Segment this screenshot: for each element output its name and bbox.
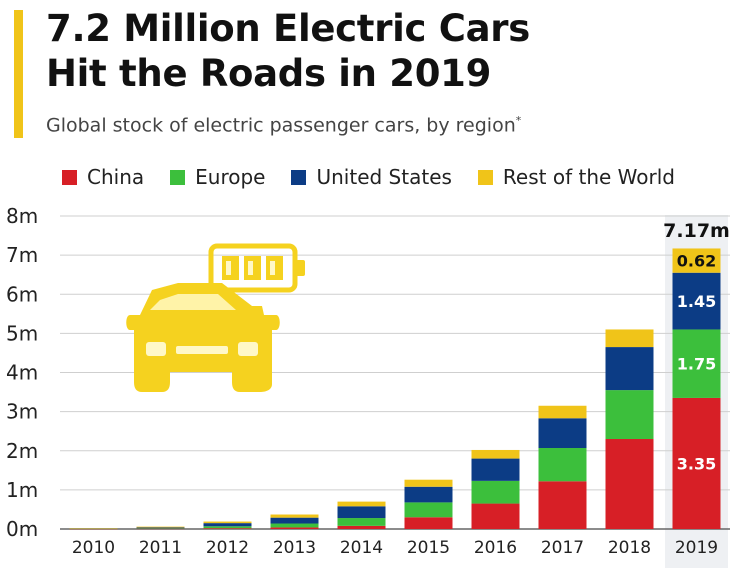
y-tick-label-4m: 4m	[6, 361, 38, 385]
bar-europe-2014	[337, 518, 386, 526]
legend-swatch-europe	[170, 169, 186, 185]
bar-europe-2016	[471, 480, 520, 504]
bar-united-states-2014	[337, 506, 386, 519]
x-tick-label-2013: 2013	[273, 538, 316, 558]
data-label-china-2019: 3.35	[677, 454, 716, 473]
x-tick-label-2011: 2011	[139, 538, 182, 558]
bar-china-2019	[672, 397, 721, 529]
legend-item-rest-of-world: Rest of the World	[477, 165, 675, 189]
bar-rest-of-the-world-2016	[471, 449, 520, 459]
legend-swatch-united-states	[291, 169, 307, 185]
chart-title: 7.2 Million Electric Cars Hit the Roads …	[46, 6, 530, 96]
legend-item-china: China	[62, 165, 144, 189]
data-label-rest-of-the-world-2019: 0.62	[677, 252, 716, 271]
bar-united-states-2011	[136, 527, 185, 529]
bar-europe-2011	[136, 528, 185, 529]
y-tick-label-0m: 0m	[6, 517, 38, 541]
x-tick-label-2017: 2017	[541, 538, 584, 558]
y-tick-label-5m: 5m	[6, 321, 38, 345]
bar-rest-of-the-world-2010	[69, 528, 118, 529]
title-accent-bar	[14, 10, 23, 138]
bar-china-2016	[471, 503, 520, 529]
title-line-2: Hit the Roads in 2019	[46, 52, 492, 95]
total-label-2019: 7.17m	[663, 220, 730, 242]
bar-united-states-2012	[203, 523, 252, 527]
legend-label-china: China	[87, 165, 145, 189]
bar-rest-of-the-world-2019	[672, 248, 721, 273]
legend-item-united-states: United States	[291, 165, 452, 189]
bar-europe-2015	[404, 502, 453, 518]
legend-swatch-rest-of-world	[477, 169, 493, 185]
bar-united-states-2018	[605, 347, 654, 391]
y-tick-label-1m: 1m	[6, 478, 38, 502]
subtitle-text: Global stock of electric passenger cars,…	[46, 114, 516, 137]
bar-united-states-2015	[404, 486, 453, 503]
title-line-1: 7.2 Million Electric Cars	[46, 7, 530, 50]
bar-rest-of-the-world-2014	[337, 501, 386, 507]
x-tick-label-2019: 2019	[675, 538, 718, 558]
x-tick-label-2010: 2010	[72, 538, 115, 558]
bar-united-states-2019	[672, 272, 721, 330]
bar-united-states-2016	[471, 458, 520, 481]
bar-rest-of-the-world-2018	[605, 329, 654, 348]
bar-china-2015	[404, 517, 453, 529]
bar-china-2014	[337, 525, 386, 529]
bar-rest-of-the-world-2012	[203, 521, 252, 524]
x-tick-label-2018: 2018	[608, 538, 651, 558]
chart-subtitle: Global stock of electric passenger cars,…	[46, 114, 521, 136]
legend: China Europe United States Rest of the W…	[62, 165, 701, 189]
footnote-mark: *	[515, 114, 522, 127]
bar-china-2011	[136, 528, 185, 530]
bar-rest-of-the-world-2011	[136, 526, 185, 528]
bar-united-states-2013	[270, 517, 319, 524]
legend-label-europe: Europe	[195, 165, 266, 189]
bar-europe-2018	[605, 390, 654, 440]
electric-car-icon	[126, 283, 280, 392]
y-tick-label-8m: 8m	[6, 204, 38, 228]
legend-item-europe: Europe	[170, 165, 265, 189]
x-tick-label-2012: 2012	[206, 538, 249, 558]
y-tick-label-6m: 6m	[6, 282, 38, 306]
bar-europe-2019	[672, 329, 721, 398]
bar-united-states-2017	[538, 418, 587, 449]
data-label-united-states-2019: 1.45	[677, 292, 716, 311]
x-tick-label-2016: 2016	[474, 538, 517, 558]
legend-label-rest-of-world: Rest of the World	[502, 165, 675, 189]
bar-rest-of-the-world-2013	[270, 514, 319, 518]
electric-car-illustration	[126, 243, 305, 392]
y-tick-label-2m: 2m	[6, 439, 38, 463]
legend-swatch-china	[62, 169, 77, 185]
x-tick-label-2014: 2014	[340, 538, 383, 558]
bar-china-2017	[538, 481, 587, 529]
battery-icon	[208, 243, 305, 293]
bar-rest-of-the-world-2015	[404, 479, 453, 487]
bar-rest-of-the-world-2017	[538, 405, 587, 419]
y-tick-label-7m: 7m	[6, 243, 38, 267]
y-tick-label-3m: 3m	[6, 400, 38, 424]
x-tick-label-2015: 2015	[407, 538, 450, 558]
bar-china-2012	[203, 528, 252, 529]
bar-china-2013	[270, 527, 319, 529]
bar-europe-2017	[538, 448, 587, 482]
data-label-europe-2019: 1.75	[677, 355, 716, 374]
bar-china-2018	[605, 439, 654, 529]
legend-label-united-states: United States	[316, 165, 452, 189]
bar-europe-2013	[270, 523, 319, 528]
stacked-bar-chart: 0m 1m 2m 3m 4m 5m 6m 7m 8m 2010 2011 2012 2013 2014 20…	[6, 204, 730, 568]
bar-europe-2012	[203, 526, 252, 529]
